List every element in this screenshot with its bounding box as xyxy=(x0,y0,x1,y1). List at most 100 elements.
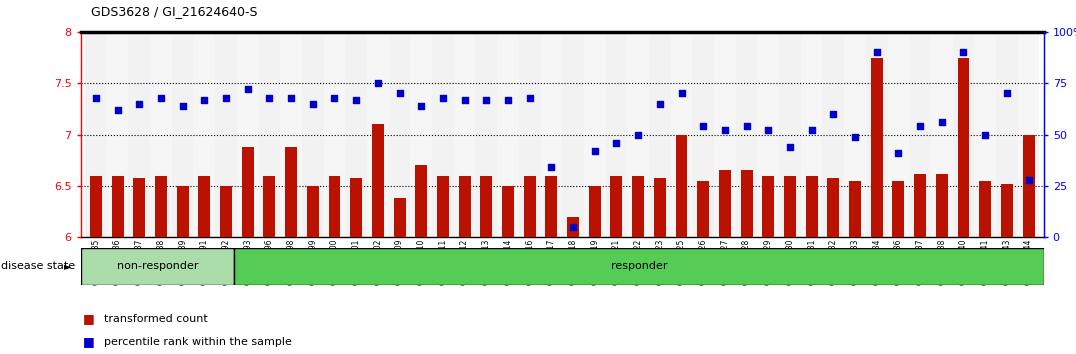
Bar xyxy=(866,32,888,237)
Text: percentile rank within the sample: percentile rank within the sample xyxy=(104,337,293,347)
Bar xyxy=(194,32,215,237)
Point xyxy=(954,50,972,55)
Bar xyxy=(806,176,818,237)
Bar xyxy=(519,32,540,237)
Bar xyxy=(215,32,237,237)
Point xyxy=(456,97,473,102)
Bar xyxy=(1018,32,1039,237)
Bar xyxy=(264,176,275,237)
Point xyxy=(478,97,495,102)
Bar xyxy=(410,32,433,237)
Bar xyxy=(762,176,775,237)
Bar xyxy=(497,32,519,237)
Point xyxy=(260,95,278,101)
Point xyxy=(977,132,994,137)
Bar xyxy=(524,176,536,237)
Bar xyxy=(372,124,384,237)
Point xyxy=(803,127,820,133)
Bar xyxy=(112,176,124,237)
Bar xyxy=(610,176,622,237)
Point xyxy=(890,150,907,156)
Point xyxy=(672,91,690,96)
Bar xyxy=(81,248,233,285)
Bar xyxy=(627,32,649,237)
Bar xyxy=(237,32,258,237)
Text: responder: responder xyxy=(610,261,667,272)
Bar xyxy=(221,186,232,237)
Point xyxy=(217,95,235,101)
Bar xyxy=(827,178,839,237)
Bar xyxy=(952,32,974,237)
Point xyxy=(738,124,755,129)
Bar xyxy=(784,176,796,237)
Bar xyxy=(151,32,172,237)
Point xyxy=(911,124,929,129)
Point xyxy=(999,91,1016,96)
Bar xyxy=(779,32,801,237)
Point xyxy=(499,97,516,102)
Bar xyxy=(367,32,388,237)
Bar xyxy=(328,176,340,237)
Point xyxy=(781,144,798,150)
Point xyxy=(153,95,170,101)
Bar xyxy=(692,32,714,237)
Bar xyxy=(107,32,128,237)
Point xyxy=(717,127,734,133)
Bar xyxy=(546,176,557,237)
Bar xyxy=(502,186,514,237)
Point xyxy=(174,103,192,109)
Point xyxy=(521,95,538,101)
Bar xyxy=(480,176,492,237)
Point xyxy=(824,111,841,117)
Bar xyxy=(845,32,866,237)
Point xyxy=(391,91,408,96)
Bar xyxy=(242,147,254,237)
Bar xyxy=(714,32,736,237)
Point xyxy=(412,103,429,109)
Bar xyxy=(90,176,102,237)
Point xyxy=(542,165,560,170)
Bar xyxy=(849,181,861,237)
Bar xyxy=(892,181,904,237)
Bar xyxy=(345,32,367,237)
Bar xyxy=(258,32,280,237)
Point xyxy=(348,97,365,102)
Bar xyxy=(540,32,562,237)
Bar xyxy=(870,57,882,237)
Bar xyxy=(1022,135,1034,237)
Bar xyxy=(567,217,579,237)
Point xyxy=(283,95,300,101)
Point xyxy=(239,86,256,92)
Bar xyxy=(324,32,345,237)
Bar xyxy=(85,32,107,237)
Bar xyxy=(915,173,926,237)
Bar xyxy=(719,170,731,237)
Bar xyxy=(388,32,410,237)
Point xyxy=(868,50,886,55)
Bar xyxy=(740,170,752,237)
Point xyxy=(629,132,647,137)
Text: ■: ■ xyxy=(83,312,95,325)
Bar xyxy=(350,178,363,237)
Bar xyxy=(415,165,427,237)
Bar xyxy=(458,176,470,237)
Bar xyxy=(584,32,606,237)
Point xyxy=(651,101,668,107)
Bar xyxy=(801,32,822,237)
Point xyxy=(933,119,950,125)
Bar xyxy=(676,135,688,237)
Text: ►: ► xyxy=(65,261,71,272)
Bar xyxy=(888,32,909,237)
Point xyxy=(586,148,604,154)
Bar xyxy=(128,32,151,237)
Point xyxy=(695,124,712,129)
Point xyxy=(109,107,126,113)
Bar xyxy=(736,32,758,237)
Bar xyxy=(176,186,188,237)
Bar xyxy=(394,198,406,237)
Point xyxy=(369,80,386,86)
Point xyxy=(87,95,104,101)
Bar xyxy=(280,32,302,237)
Bar xyxy=(433,32,454,237)
Bar xyxy=(958,57,969,237)
